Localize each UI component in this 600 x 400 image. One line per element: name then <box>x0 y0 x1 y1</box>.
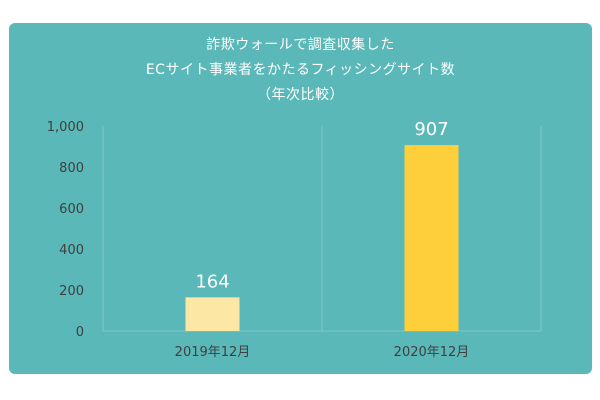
chart-title: 詐欺ウォールで調査収集した ECサイト事業者をかたるフィッシングサイト数 （年次… <box>9 33 592 108</box>
bar <box>185 297 240 331</box>
y-tick-label: 400 <box>59 243 84 258</box>
y-tick-label: 200 <box>59 284 84 299</box>
y-tick-label: 800 <box>59 161 84 176</box>
x-tick-label: 2020年12月 <box>394 345 470 360</box>
y-tick-label: 0 <box>76 325 84 340</box>
chart-title-line-2: ECサイト事業者をかたるフィッシングサイト数 <box>145 62 456 78</box>
x-tick-label: 2019年12月 <box>175 345 251 360</box>
bar <box>404 145 459 331</box>
chart-title-line-1: 詐欺ウォールで調査収集した <box>206 37 395 53</box>
bar-value-label: 907 <box>414 119 448 140</box>
y-tick-label: 1,000 <box>47 120 84 135</box>
y-tick-label: 600 <box>59 202 84 217</box>
chart-title-line-3: （年次比較） <box>257 87 344 103</box>
chart-card: 詐欺ウォールで調査収集した ECサイト事業者をかたるフィッシングサイト数 （年次… <box>9 23 592 374</box>
bar-value-label: 164 <box>195 271 229 292</box>
